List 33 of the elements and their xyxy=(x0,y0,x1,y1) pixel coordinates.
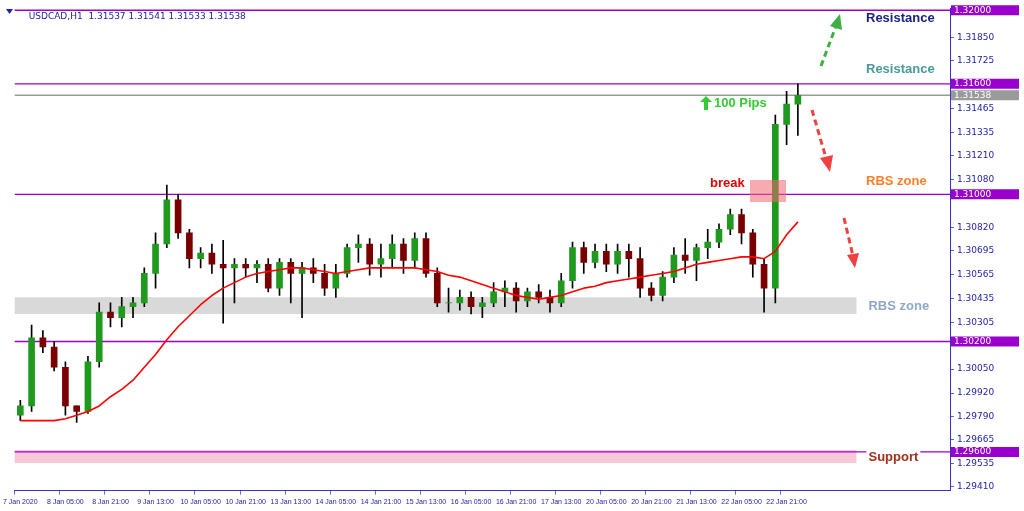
y-tick-label: 1.30820 xyxy=(957,221,995,232)
y-tick-label: 1.31850 xyxy=(957,32,995,43)
ref-line-label: 1.31538 xyxy=(954,89,992,100)
annotation: Resistance xyxy=(866,60,935,76)
candlestick xyxy=(704,228,712,260)
y-tick-label: 1.30435 xyxy=(957,292,995,303)
ref-line-label: 1.31600 xyxy=(954,78,992,89)
y-tick-label: 1.30050 xyxy=(957,363,995,374)
band-label: Support xyxy=(868,449,919,465)
ref-line-label: 1.29600 xyxy=(954,446,992,457)
y-tick-label: 1.29790 xyxy=(957,411,995,422)
ref-line-label: 1.31000 xyxy=(954,188,992,199)
y-tick-label: 1.31465 xyxy=(957,103,995,114)
candlestick xyxy=(681,238,689,274)
annotation: RBS zone xyxy=(866,172,927,188)
annotation: break xyxy=(710,174,746,190)
band-label: RBS zone xyxy=(868,298,930,314)
y-tick-label: 1.29665 xyxy=(957,434,995,445)
y-tick-label: 1.30305 xyxy=(957,316,995,327)
y-tick-label: 1.30695 xyxy=(957,244,995,255)
y-tick-label: 1.31725 xyxy=(957,55,995,66)
y-tick-label: 1.31335 xyxy=(957,126,995,137)
y-tick-label: 1.30565 xyxy=(957,268,995,279)
chart-title: USDCAD,H1 1.31537 1.31541 1.31533 1.31538 xyxy=(28,10,247,21)
y-tick-label: 1.29535 xyxy=(957,458,995,469)
y-tick-label: 1.29410 xyxy=(957,481,995,492)
y-tick-label: 1.31080 xyxy=(957,173,995,184)
y-tick-label: 1.31210 xyxy=(957,149,995,160)
annotation: 100 Pips xyxy=(714,94,767,110)
annotation: Resistance xyxy=(866,9,935,25)
ref-line-label: 1.32000 xyxy=(954,4,992,15)
ref-line-label: 1.30200 xyxy=(954,335,992,346)
y-tick-label: 1.29920 xyxy=(957,387,995,398)
